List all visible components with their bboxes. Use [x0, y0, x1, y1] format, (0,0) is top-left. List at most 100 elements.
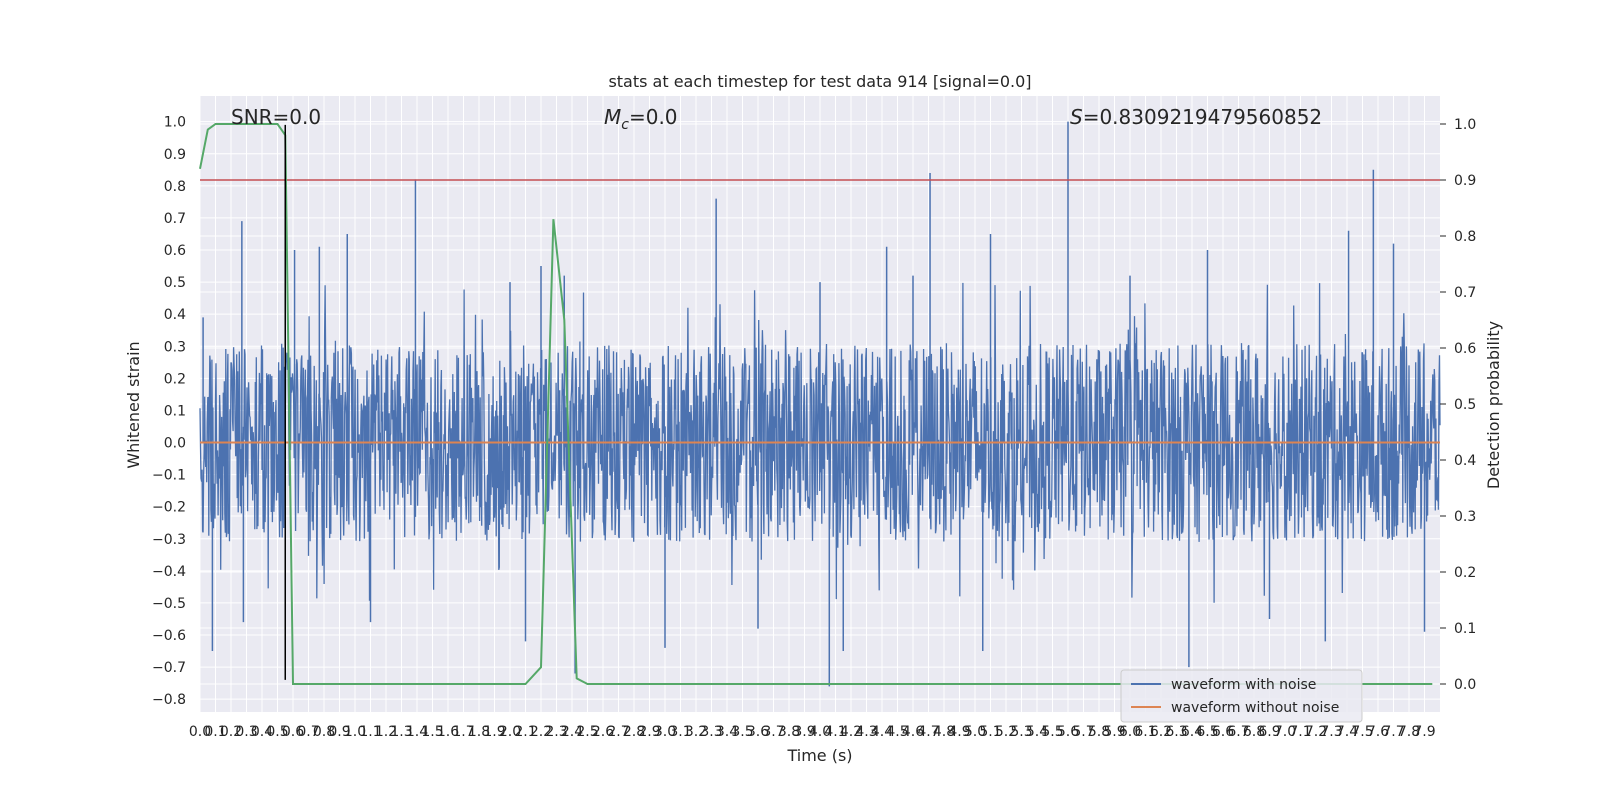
x-tick-label: 7.5 [1351, 724, 1373, 740]
y-tick-label-right: 0.7 [1454, 285, 1476, 301]
legend: waveform with noise waveform without noi… [1120, 669, 1363, 723]
x-tick-label: 3.1 [669, 724, 691, 740]
x-tick-label: 1.0 [344, 724, 366, 740]
x-tick-label: 1.8 [468, 724, 490, 740]
x-tick-label: 2.8 [623, 724, 645, 740]
x-tick-label: 1.9 [483, 724, 505, 740]
x-tick-label: 5.2 [995, 724, 1017, 740]
x-tick-label: 3.4 [716, 724, 738, 740]
x-tick-label: 4.2 [840, 724, 862, 740]
y-tick-label-left: −0.1 [152, 468, 186, 484]
x-tick-label: 1.2 [375, 724, 397, 740]
y-tick-label-right: 0.1 [1454, 621, 1476, 637]
x-tick-label: 2.1 [514, 724, 536, 740]
x-tick-label: 5.1 [979, 724, 1001, 740]
x-tick-label: 5.0 [964, 724, 986, 740]
x-tick-label: 4.6 [902, 724, 924, 740]
y-tick-label-right: 0.5 [1454, 397, 1476, 413]
x-tick-label: 3.5 [731, 724, 753, 740]
y-tick-label-right: 1.0 [1454, 117, 1476, 133]
x-tick-label: 5.5 [1041, 724, 1063, 740]
x-tick-label: 1.6 [437, 724, 459, 740]
x-tick-label: 7.4 [1336, 724, 1358, 740]
x-tick-label: 3.7 [762, 724, 784, 740]
x-tick-label: 5.9 [1103, 724, 1125, 740]
y-tick-label-right: 0.8 [1454, 229, 1476, 245]
annotation-snr: SNR=0.0 [231, 105, 321, 129]
x-axis-label: Time (s) [786, 746, 852, 765]
x-tick-label: 6.6 [1212, 724, 1234, 740]
legend-label-noise: waveform with noise [1171, 677, 1316, 693]
y-tick-label-left: −0.7 [152, 660, 186, 676]
x-tick-label: 1.4 [406, 724, 428, 740]
y-tick-label-left: 0.4 [164, 307, 186, 323]
x-tick-label: 0.9 [328, 724, 350, 740]
chart-title: stats at each timestep for test data 914… [608, 72, 1031, 91]
x-tick-label: 7.1 [1289, 724, 1311, 740]
x-tick-label: 0.8 [313, 724, 335, 740]
x-tick-label: 0.6 [282, 724, 304, 740]
series-lines [199, 123, 1440, 685]
x-tick-label: 4.3 [855, 724, 877, 740]
y-tick-label-left: −0.5 [152, 596, 186, 612]
ticks: 0.00.10.20.30.40.50.60.70.80.91.01.11.21… [152, 115, 1476, 740]
x-tick-label: 1.5 [421, 724, 443, 740]
x-tick-label: 0.7 [297, 724, 319, 740]
y-tick-label-left: −0.3 [152, 532, 186, 548]
y-tick-label-left: 0.3 [164, 339, 186, 355]
x-tick-label: 4.0 [809, 724, 831, 740]
y-tick-label-left: 0.2 [164, 371, 186, 387]
y-tick-label-left: 0.0 [164, 436, 186, 452]
x-tick-label: 2.4 [561, 724, 583, 740]
x-tick-label: 3.2 [685, 724, 707, 740]
x-tick-label: 6.2 [1150, 724, 1172, 740]
y-tick-label-left: 0.5 [164, 275, 186, 291]
annotation-s: S=0.8309219479560852 [1070, 105, 1322, 129]
x-tick-label: 2.2 [530, 724, 552, 740]
y-tick-label-left: −0.2 [152, 500, 186, 516]
x-tick-label: 4.9 [948, 724, 970, 740]
y-axis-label-right: Detection probability [1484, 321, 1503, 489]
x-tick-label: 1.7 [452, 724, 474, 740]
y-tick-label-left: 0.9 [164, 147, 186, 163]
x-tick-label: 7.9 [1413, 724, 1435, 740]
y-tick-label-right: 0.4 [1454, 453, 1476, 469]
y-tick-label-right: 0.2 [1454, 565, 1476, 581]
x-tick-label: 7.7 [1382, 724, 1404, 740]
y-axis-label-left: Whitened strain [124, 341, 143, 468]
x-tick-label: 6.1 [1134, 724, 1156, 740]
x-tick-label: 3.6 [747, 724, 769, 740]
x-tick-label: 6.3 [1165, 724, 1187, 740]
x-tick-label: 0.4 [251, 724, 273, 740]
x-tick-label: 0.3 [235, 724, 257, 740]
y-tick-label-left: −0.8 [152, 692, 186, 708]
x-tick-label: 3.9 [793, 724, 815, 740]
x-tick-label: 7.3 [1320, 724, 1342, 740]
y-tick-label-left: 0.8 [164, 179, 186, 195]
x-tick-label: 6.8 [1243, 724, 1265, 740]
y-tick-label-left: 0.7 [164, 211, 186, 227]
x-tick-label: 4.8 [933, 724, 955, 740]
y-tick-label-right: 0.9 [1454, 173, 1476, 189]
y-tick-label-right: 0.0 [1454, 677, 1476, 693]
x-tick-label: 7.8 [1398, 724, 1420, 740]
x-tick-label: 4.1 [824, 724, 846, 740]
x-tick-label: 2.7 [607, 724, 629, 740]
x-tick-label: 5.6 [1057, 724, 1079, 740]
x-tick-label: 2.3 [545, 724, 567, 740]
noise-trace [199, 282, 1441, 603]
y-tick-label-left: −0.4 [152, 564, 186, 580]
x-tick-label: 6.5 [1196, 724, 1218, 740]
y-tick-label-left: 0.6 [164, 243, 186, 259]
x-tick-label: 5.4 [1026, 724, 1048, 740]
x-tick-label: 2.6 [592, 724, 614, 740]
x-tick-label: 0.0 [189, 724, 211, 740]
x-tick-label: 0.2 [220, 724, 242, 740]
x-tick-label: 0.1 [204, 724, 226, 740]
x-tick-label: 0.5 [266, 724, 288, 740]
x-tick-label: 5.3 [1010, 724, 1032, 740]
x-tick-label: 2.5 [576, 724, 598, 740]
x-tick-label: 1.3 [390, 724, 412, 740]
x-tick-label: 4.7 [917, 724, 939, 740]
